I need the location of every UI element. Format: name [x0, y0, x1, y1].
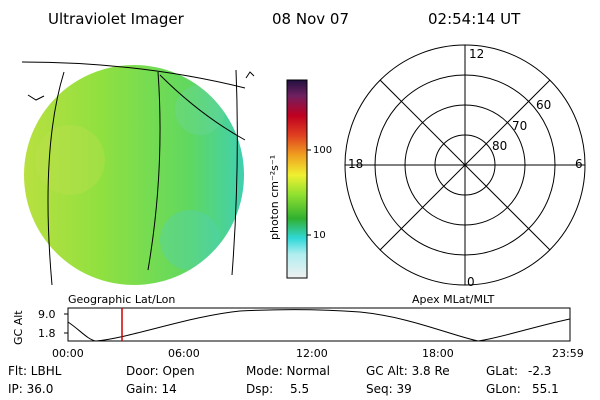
altitude-plot-frame — [67, 307, 571, 342]
status-gc-alt: GC Alt: 3.8 Re — [366, 364, 450, 378]
apex-label: Apex MLat/MLT — [412, 293, 495, 306]
colorbar-tick-10: 10 — [313, 230, 326, 241]
time-text: 02:54:14 UT — [428, 10, 521, 28]
status-door: Door: Open — [126, 364, 195, 378]
mlt-label-12: 12 — [469, 47, 484, 61]
alt-ylabel: GC Alt — [12, 310, 25, 345]
time-tick-1800: 18:00 — [422, 347, 454, 360]
status-ip: IP: 36.0 — [8, 382, 53, 396]
mlt-label-6: 6 — [575, 157, 583, 171]
status-filter: Flt: LBHL — [8, 364, 62, 378]
status-dsp-label: Dsp: — [246, 382, 273, 396]
lat-label-60: 60 — [536, 98, 551, 112]
status-glon-value: 55.1 — [532, 382, 559, 396]
status-glat-value: -2.3 — [528, 364, 551, 378]
time-tick-0600: 06:00 — [168, 347, 200, 360]
date-text: 08 Nov 07 — [272, 10, 349, 28]
time-tick-1200: 12:00 — [296, 347, 328, 360]
status-dsp-value: 5.5 — [290, 382, 309, 396]
geographic-grid-lines — [21, 61, 255, 286]
time-tick-0000: 00:00 — [52, 347, 84, 360]
status-glat-label: GLat: — [486, 364, 518, 378]
mlt-label-18: 18 — [348, 157, 363, 171]
status-mode: Mode: Normal — [246, 364, 330, 378]
polar-plot — [344, 44, 586, 286]
alt-tick-1-8: 1.8 — [38, 327, 56, 340]
lat-label-70: 70 — [512, 119, 527, 133]
altitude-curve — [67, 309, 571, 342]
alt-tick-9: 9.0 — [38, 308, 56, 321]
disk-texture — [35, 85, 225, 270]
status-glon-label: GLon: — [486, 382, 521, 396]
status-seq: Seq: 39 — [366, 382, 412, 396]
instrument-title: Ultraviolet Imager — [48, 10, 185, 28]
earth-disk-image — [24, 65, 244, 285]
mlt-label-0: 0 — [467, 275, 475, 289]
geographic-image-panel: Geographic Lat/Lon — [21, 61, 255, 306]
status-block: Flt: LBHL IP: 36.0 Door: Open Gain: 14 M… — [8, 364, 559, 396]
time-tick-2359: 23:59 — [552, 347, 584, 360]
geographic-label: Geographic Lat/Lon — [68, 293, 175, 306]
status-gain: Gain: 14 — [126, 382, 177, 396]
colorbar-scale — [286, 79, 308, 279]
colorbar-tick-100: 100 — [313, 145, 332, 156]
altitude-plot: 9.0 1.8 GC Alt 00:00 06:00 12:00 18:00 2… — [12, 307, 584, 360]
colorbar: 100 10 photon cm⁻²s⁻¹ — [268, 79, 332, 279]
polar-diagonal-2 — [379, 79, 551, 251]
lat-label-80: 80 — [492, 139, 507, 153]
colorbar-unit-label: photon cm⁻²s⁻¹ — [268, 155, 281, 240]
